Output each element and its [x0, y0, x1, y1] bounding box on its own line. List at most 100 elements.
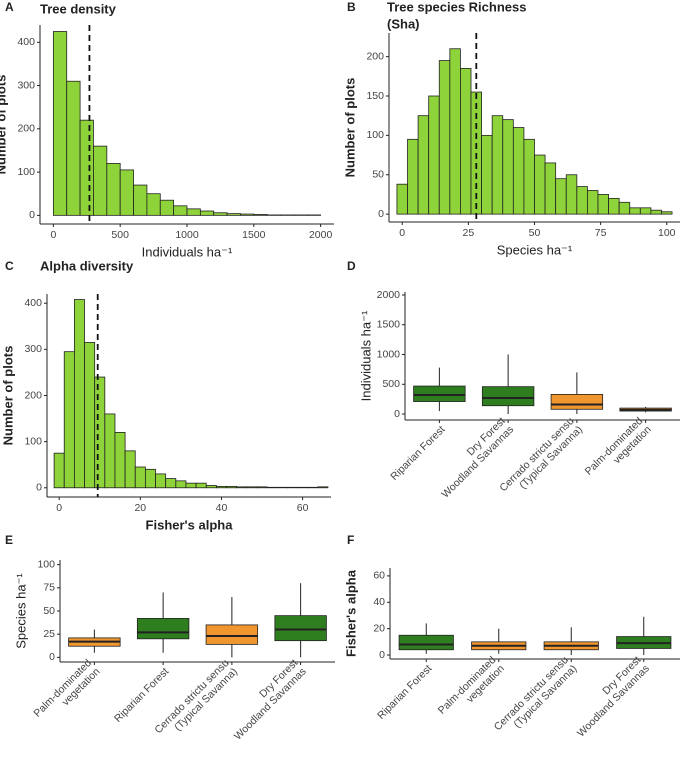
- x-tick-label: 20: [134, 502, 146, 514]
- bar: [317, 486, 329, 489]
- y-tick-label: 100: [17, 166, 35, 178]
- y-tick-label: 1500: [377, 319, 401, 331]
- y-tick-label: 0: [49, 651, 55, 663]
- box: [398, 634, 454, 651]
- y-tick-label: 50: [372, 169, 384, 181]
- y-tick-label: 0: [379, 649, 385, 661]
- y-tick-label: 200: [366, 50, 384, 62]
- panel-letter: A: [5, 0, 14, 14]
- bar: [226, 485, 238, 489]
- panel-letter: F: [347, 533, 354, 547]
- bar: [661, 211, 673, 215]
- y-tick-label: 1000: [377, 348, 401, 360]
- y-axis-label: Number of plots: [0, 75, 8, 175]
- bar: [165, 478, 177, 489]
- bar: [215, 485, 227, 489]
- bar: [134, 466, 146, 489]
- box: [413, 385, 466, 402]
- panel-title: Tree density: [40, 1, 117, 16]
- x-tick-label: 50: [529, 227, 541, 239]
- bar: [106, 163, 121, 216]
- bar: [94, 376, 106, 489]
- bar: [119, 169, 134, 216]
- bar: [246, 486, 258, 489]
- bar: [618, 201, 631, 215]
- panel-letter: C: [5, 259, 14, 273]
- bar: [104, 413, 116, 489]
- bar: [53, 452, 65, 489]
- bar: [236, 486, 248, 489]
- x-tick-label: 60: [297, 502, 309, 514]
- bar: [417, 115, 430, 215]
- x-tick-label: Riparian Forest: [388, 424, 447, 483]
- y-tick-label: 100: [37, 558, 55, 570]
- x-tick-label: 0: [399, 227, 405, 239]
- bar: [502, 119, 514, 215]
- bar: [253, 214, 268, 216]
- y-tick-label: 40: [373, 596, 385, 608]
- y-axis-label: Individuals ha⁻¹: [358, 310, 373, 401]
- y-tick-label: 200: [17, 123, 35, 135]
- panel-title: Tree species Richness: [387, 0, 526, 14]
- bar: [523, 138, 535, 215]
- bar: [84, 342, 96, 489]
- y-tick-label: 0: [378, 208, 384, 220]
- x-axis-label: Individuals ha⁻¹: [142, 244, 233, 259]
- box: [481, 386, 535, 407]
- y-tick-label: 300: [17, 79, 35, 91]
- x-tick-label: Woodland Savannas: [232, 666, 309, 743]
- x-tick-label: 1000: [175, 229, 199, 241]
- y-tick-label: 400: [24, 297, 42, 309]
- y-axis-label: Number of plots: [0, 346, 15, 446]
- y-tick-label: 200: [24, 389, 42, 401]
- bar: [213, 212, 228, 216]
- bar: [396, 183, 408, 215]
- bar: [173, 205, 188, 216]
- bar: [199, 210, 215, 216]
- bar: [63, 351, 75, 489]
- y-tick-label: 0: [36, 482, 42, 494]
- bar: [146, 193, 161, 216]
- panel-letter: B: [347, 0, 356, 14]
- bar: [114, 432, 126, 489]
- y-tick-label: 60: [373, 570, 385, 582]
- panel-title: Alpha diversity: [40, 258, 134, 273]
- bar: [438, 60, 451, 215]
- bar: [195, 482, 207, 489]
- bar: [428, 95, 440, 215]
- bar: [175, 480, 187, 489]
- x-tick-label: 2000: [309, 229, 333, 241]
- y-tick-label: 20: [373, 622, 385, 634]
- bar: [205, 485, 217, 489]
- y-axis-label: Fisher's alpha: [343, 569, 358, 657]
- bar: [449, 48, 461, 215]
- x-tick-label: 500: [111, 229, 129, 241]
- bar: [597, 194, 609, 215]
- bar: [460, 68, 472, 215]
- bar: [185, 482, 197, 489]
- bar: [407, 138, 419, 215]
- x-axis-label: Fisher's alpha: [146, 517, 234, 532]
- panel-letter: D: [347, 259, 356, 273]
- y-tick-label: 100: [366, 129, 384, 141]
- box: [136, 618, 190, 640]
- panel-title: (Sha): [387, 16, 420, 31]
- bar: [66, 80, 81, 216]
- bar: [565, 174, 578, 215]
- y-tick-label: 100: [24, 435, 42, 447]
- bar: [555, 178, 567, 215]
- y-tick-label: 400: [17, 36, 35, 48]
- y-axis-label: Number of plots: [342, 78, 357, 178]
- box: [274, 615, 327, 642]
- bar: [93, 145, 108, 216]
- y-tick-label: 75: [43, 582, 55, 594]
- x-tick-label: Riparian Forest: [375, 663, 434, 722]
- bar: [576, 186, 588, 215]
- x-tick-label: 75: [595, 227, 607, 239]
- x-tick-label: Woodland Savannas: [575, 663, 652, 740]
- bar: [155, 473, 167, 489]
- box: [205, 624, 259, 645]
- y-tick-label: 0: [29, 209, 35, 221]
- box: [550, 393, 604, 410]
